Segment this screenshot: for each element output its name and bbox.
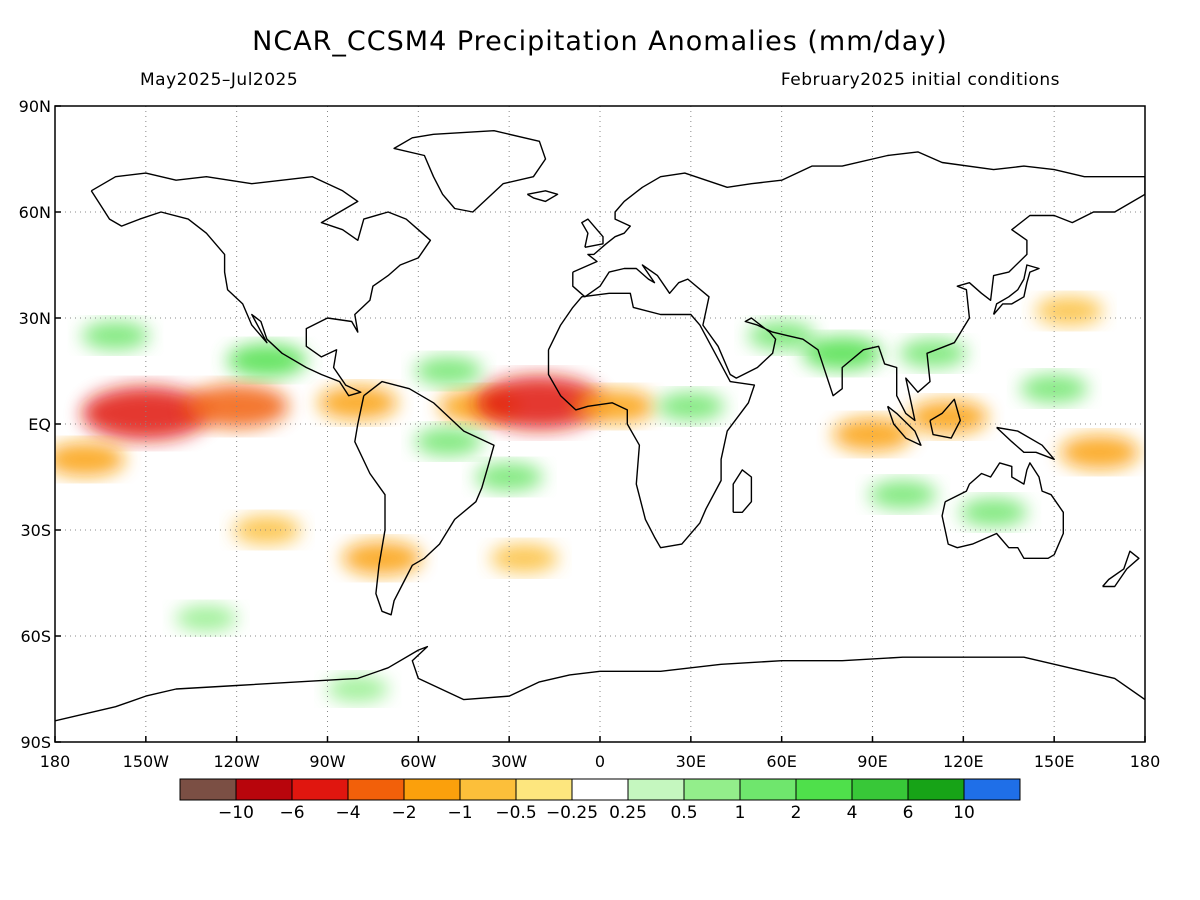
x-tick-label: 120W: [213, 752, 260, 771]
anomaly-region: [832, 417, 913, 452]
colorbar-label: −0.5: [495, 803, 536, 823]
x-tick-label: 30W: [491, 752, 527, 771]
anomaly-region: [1059, 435, 1140, 470]
colorbar-label: 10: [953, 803, 975, 823]
colorbar: −10 −6 −4 −2 −1 −0.5 −0.25 0.25 0.5 1 2 4 6 10: [179, 778, 1021, 823]
greenland-coastline: [393, 130, 547, 213]
eurasia-coastline: [572, 151, 1145, 422]
y-tick-label: 60S: [20, 627, 51, 646]
iceland-coastline: [526, 190, 559, 203]
anomaly-region: [1020, 374, 1089, 404]
y-tick-label: 90S: [20, 733, 51, 752]
axis-ticks: 180 150W 120W 90W 60W 30W 0 30E 60E 90E 120E 150E 18…: [19, 97, 1161, 771]
anomaly-region: [232, 515, 301, 545]
antarctica-coastline: [55, 645, 1145, 722]
anomaly-region: [868, 480, 937, 510]
anomaly-region: [490, 543, 559, 573]
colorbar-label: 0.5: [670, 803, 697, 823]
borneo-coastline: [929, 398, 961, 439]
anomaly-region: [226, 343, 307, 378]
x-tick-label: 180: [1130, 752, 1161, 771]
coastlines: [55, 130, 1145, 722]
madagascar-coastline: [732, 469, 753, 513]
new-guinea-coastline: [996, 426, 1055, 460]
colorbar-swatch: [851, 778, 909, 801]
uk-coastline: [581, 218, 604, 248]
x-tick-label: 180: [40, 752, 71, 771]
colorbar-swatch: [739, 778, 797, 801]
south-america-coastline: [354, 380, 495, 616]
colorbar-swatch: [571, 778, 629, 801]
north-america-coastline: [90, 172, 432, 397]
colorbar-swatch: [403, 778, 461, 801]
x-tick-label: 0: [595, 752, 605, 771]
colorbar-label: 6: [903, 803, 914, 823]
initial-conditions: February2025 initial conditions: [780, 70, 1060, 90]
colorbar-label: −2: [391, 803, 416, 823]
anomaly-region: [802, 336, 883, 371]
japan-coastline: [992, 264, 1040, 315]
colorbar-label: −0.25: [546, 803, 598, 823]
colorbar-label: −1: [447, 803, 472, 823]
colorbar-label: −4: [335, 803, 360, 823]
colorbar-label: 1: [735, 803, 746, 823]
anomaly-region: [475, 375, 604, 430]
y-tick-label: EQ: [28, 415, 51, 434]
anomaly-region: [414, 427, 483, 457]
x-tick-label: 90E: [857, 752, 887, 771]
anomaly-region: [55, 442, 126, 477]
anomaly-region: [475, 462, 544, 492]
colorbar-swatch: [347, 778, 405, 801]
colorbar-swatch: [235, 778, 293, 801]
x-tick-label: 60W: [400, 752, 436, 771]
new-zealand-coastline: [1102, 550, 1140, 588]
colorbar-swatch: [627, 778, 685, 801]
colorbar-swatch: [291, 778, 349, 801]
colorbar-swatch: [683, 778, 741, 801]
anomaly-region: [908, 399, 989, 434]
y-tick-label: 90N: [19, 97, 51, 116]
y-tick-label: 30S: [20, 521, 51, 540]
x-tick-label: 90W: [309, 752, 345, 771]
colorbar-swatch: [907, 778, 965, 801]
colorbar-swatch: [795, 778, 853, 801]
x-tick-label: 120E: [943, 752, 984, 771]
gridlines: [55, 106, 1145, 742]
colorbar-swatch: [459, 778, 517, 801]
australia-coastline: [941, 462, 1064, 559]
anomaly-region: [959, 497, 1028, 527]
colorbar-swatch: [963, 778, 1021, 801]
colorbar-swatch: [179, 778, 237, 801]
colorbar-label: −10: [218, 803, 254, 823]
anomaly-region: [1035, 296, 1104, 326]
anomaly-region: [326, 675, 389, 703]
anomaly-region: [342, 541, 422, 576]
x-tick-label: 150W: [123, 752, 170, 771]
colorbar-swatch: [515, 778, 573, 801]
anomaly-region: [899, 338, 968, 368]
chart-title: NCAR_CCSM4 Precipitation Anomalies (mm/d…: [252, 26, 948, 57]
x-tick-label: 30E: [676, 752, 706, 771]
anomaly-region: [575, 389, 656, 424]
x-tick-label: 150E: [1034, 752, 1075, 771]
anomaly-region: [81, 321, 150, 351]
anomaly-region: [175, 605, 238, 632]
colorbar-label: 0.25: [609, 803, 647, 823]
anomaly-region: [317, 385, 398, 420]
colorbar-label: 4: [847, 803, 858, 823]
colorbar-label: −6: [279, 803, 304, 823]
anomaly-region: [414, 356, 483, 386]
x-tick-label: 60E: [766, 752, 796, 771]
sumatra-coastline: [886, 405, 922, 446]
colorbar-label: 2: [791, 803, 802, 823]
y-tick-label: 30N: [19, 309, 51, 328]
forecast-period: May2025–Jul2025: [140, 70, 299, 90]
anomaly-region: [81, 386, 210, 441]
africa-coastline: [547, 292, 756, 549]
y-tick-label: 60N: [19, 203, 51, 222]
